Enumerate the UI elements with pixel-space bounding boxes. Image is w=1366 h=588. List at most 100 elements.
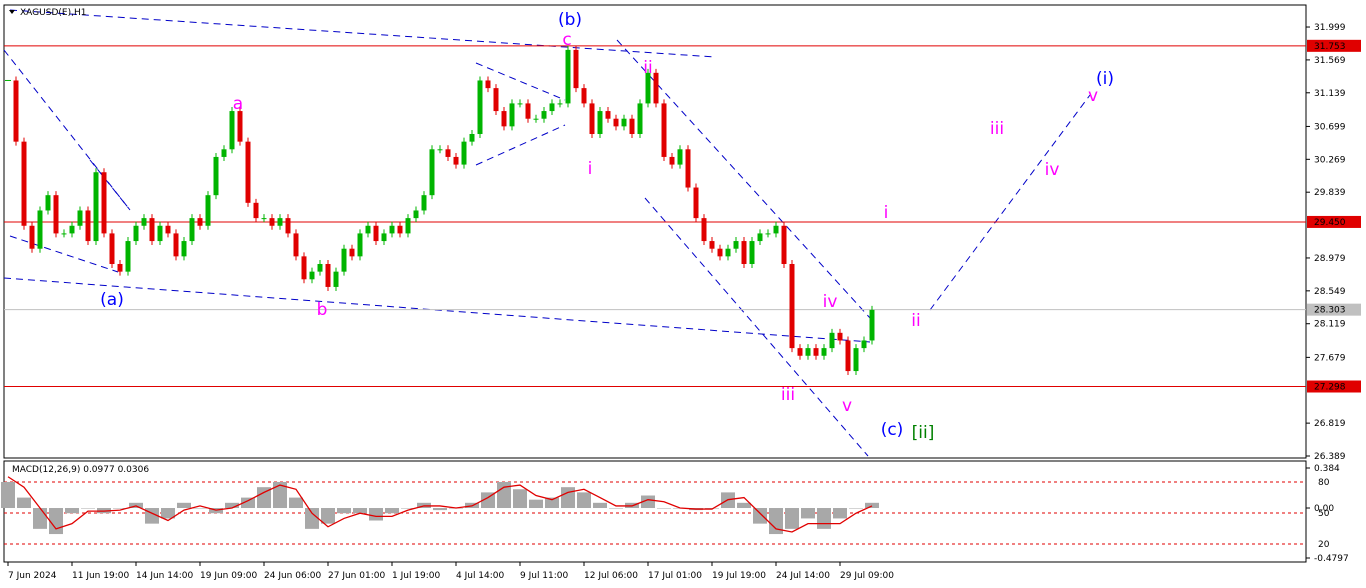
- x-tick-label: 1 Jul 19:00: [392, 571, 441, 581]
- x-tick-label: 24 Jun 06:00: [264, 571, 321, 581]
- candle: [21, 141, 27, 226]
- wave-label: iii: [990, 119, 1004, 139]
- candle: [565, 49, 571, 104]
- x-tick-label: 24 Jul 14:00: [776, 571, 830, 581]
- wave-label: (i): [1096, 69, 1114, 89]
- candle: [805, 348, 811, 356]
- candle: [117, 263, 123, 272]
- candle: [525, 103, 531, 119]
- candle: [733, 241, 739, 249]
- candle: [397, 225, 403, 234]
- candle: [421, 195, 427, 211]
- candle: [29, 225, 35, 249]
- candle: [661, 103, 667, 157]
- histogram-bar: [801, 508, 815, 519]
- wave-label: [ii]: [912, 423, 935, 443]
- candle: [861, 340, 867, 349]
- candle: [149, 218, 155, 242]
- candle: [653, 72, 659, 104]
- wave-label: c: [562, 30, 571, 50]
- histogram-bar: [385, 508, 399, 514]
- candle: [365, 225, 371, 234]
- histogram-bar: [753, 508, 767, 524]
- menu-arrow[interactable]: [9, 10, 15, 14]
- y-tick-label: 31.999: [1314, 23, 1346, 33]
- candle: [445, 149, 451, 157]
- candle: [613, 118, 619, 127]
- y-tick-label: -0.4797: [1314, 554, 1349, 564]
- wave-label: v: [1088, 86, 1098, 106]
- candle: [573, 49, 579, 89]
- histogram-bar: [833, 508, 847, 519]
- candle: [261, 218, 267, 220]
- candle: [765, 233, 771, 235]
- candle: [501, 111, 507, 127]
- histogram-bar: [705, 508, 719, 509]
- candle: [309, 271, 315, 280]
- level-label: 29.450: [1314, 218, 1346, 228]
- wave-label: iv: [1045, 160, 1060, 180]
- candle: [277, 218, 283, 226]
- histogram-bar: [497, 481, 511, 509]
- wave-label: (c): [881, 420, 904, 440]
- histogram-bar: [33, 508, 47, 529]
- histogram-bar: [561, 487, 575, 509]
- candle: [789, 263, 795, 349]
- x-tick-label: 14 Jun 14:00: [136, 571, 193, 581]
- candle: [485, 80, 491, 89]
- candle: [317, 263, 323, 272]
- candle: [53, 195, 59, 234]
- candle: [141, 218, 147, 226]
- trend-lines: [3, 9, 1091, 457]
- candle: [429, 149, 435, 196]
- candle: [229, 111, 235, 150]
- y-tick-label: 30.699: [1314, 122, 1346, 132]
- wave-label: iii: [781, 385, 795, 405]
- candle: [581, 88, 587, 104]
- candle: [221, 149, 227, 157]
- candle: [405, 218, 411, 234]
- histogram-bar: [401, 508, 415, 509]
- histogram-bar: [657, 508, 671, 509]
- x-tick-label: 17 Jul 01:00: [648, 571, 702, 581]
- candle: [701, 218, 707, 242]
- candle: [389, 225, 395, 234]
- y-tick-label: 31.139: [1314, 89, 1346, 99]
- candle: [61, 233, 67, 235]
- level-label: 27.298: [1314, 383, 1346, 393]
- candle: [237, 111, 243, 142]
- wave-label: i: [884, 203, 889, 223]
- candle: [357, 233, 363, 257]
- candle: [709, 241, 715, 249]
- candle: [293, 233, 299, 257]
- last-price-label: 28.303: [1314, 306, 1346, 316]
- candle: [37, 210, 43, 249]
- candle: [77, 210, 83, 226]
- candle: [517, 103, 523, 105]
- histogram-bar: [817, 508, 831, 529]
- candle: [269, 218, 275, 226]
- wave-label: iv: [823, 292, 838, 312]
- wave-label: (a): [100, 290, 124, 310]
- level-box: [1307, 380, 1361, 393]
- histogram-bar: [305, 508, 319, 529]
- candle: [253, 202, 259, 219]
- wave-label: (b): [558, 10, 582, 30]
- last-price-box: [1307, 303, 1361, 316]
- y2-tick-label: 50: [1318, 509, 1330, 519]
- candle: [205, 195, 211, 226]
- histogram-bar: [225, 502, 239, 509]
- candle: [285, 218, 291, 234]
- candle: [69, 225, 75, 234]
- candle: [621, 118, 627, 127]
- histogram-bar: [353, 508, 367, 514]
- y-tick-label: 27.679: [1314, 353, 1346, 363]
- candle: [245, 141, 251, 203]
- histogram-bar: [529, 499, 543, 509]
- candle: [509, 103, 515, 127]
- candle: [101, 172, 107, 234]
- histogram-bar: [177, 502, 191, 509]
- candle: [549, 103, 555, 112]
- histogram-bar: [65, 508, 79, 514]
